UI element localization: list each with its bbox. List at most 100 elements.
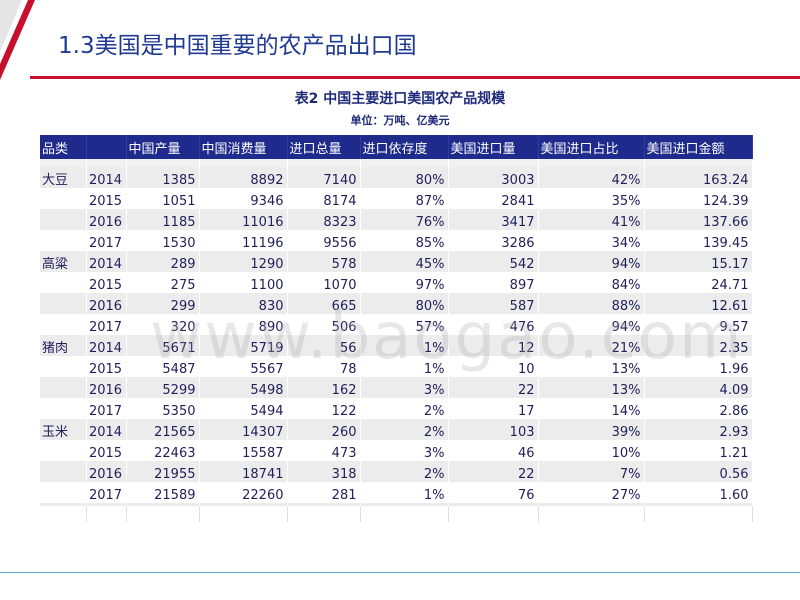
cell-category: 猪肉 (40, 335, 87, 356)
cell-import-dependency: 3% (360, 377, 449, 398)
slide-title: 1.3美国是中国重要的农产品出口国 (58, 33, 417, 59)
cell-import-dependency: 76% (360, 209, 449, 230)
cell-us-import-amount: 124.39 (644, 188, 753, 209)
cell-us-import-share: 39% (538, 419, 645, 440)
header-import-dependency: 进口依存度 (360, 135, 449, 159)
cell-category (40, 398, 87, 419)
cell-year: 2017 (86, 482, 127, 503)
cell-china-production: 21589 (126, 482, 200, 503)
cell-us-import-share: 88% (538, 293, 645, 314)
cell-import-dependency: 45% (360, 251, 449, 272)
cell-china-consumption: 5494 (199, 398, 288, 419)
cell-china-consumption: 830 (199, 293, 288, 314)
cell-china-production: 299 (126, 293, 200, 314)
cell-total-import: 78 (287, 356, 361, 377)
cell-china-consumption: 22260 (199, 482, 288, 503)
cell-china-production: 289 (126, 251, 200, 272)
cell-us-import-amount: 1.21 (644, 440, 753, 461)
table-bottom-rule (40, 503, 753, 506)
cell-china-production: 22463 (126, 440, 200, 461)
cell-year: 2014 (86, 251, 127, 272)
cell-us-import-share: 27% (538, 482, 645, 503)
cell-total-import: 122 (287, 398, 361, 419)
cell-total-import: 1070 (287, 272, 361, 293)
cell-total-import: 8174 (287, 188, 361, 209)
cell-us-import-share: 94% (538, 314, 645, 335)
cell-us-import-volume: 103 (448, 419, 539, 440)
cell-year: 2014 (86, 167, 127, 188)
cell-china-production: 21565 (126, 419, 200, 440)
cell-total-import: 578 (287, 251, 361, 272)
title-underline (30, 76, 800, 79)
cell-china-production: 1185 (126, 209, 200, 230)
cell-us-import-volume: 897 (448, 272, 539, 293)
cell-us-import-amount: 139.45 (644, 230, 753, 251)
cell-total-import: 162 (287, 377, 361, 398)
cell-year: 2014 (86, 419, 127, 440)
cell-china-production: 5350 (126, 398, 200, 419)
cell-total-import: 7140 (287, 167, 361, 188)
cell-category (40, 377, 87, 398)
cell-china-consumption: 890 (199, 314, 288, 335)
cell-total-import: 318 (287, 461, 361, 482)
table-row: 2015 22463 15587 473 3% 46 10% 1.21 (40, 440, 753, 461)
cell-category (40, 188, 87, 209)
header-year (86, 135, 127, 159)
cell-us-import-amount: 15.17 (644, 251, 753, 272)
cell-category: 高粱 (40, 251, 87, 272)
cell-us-import-share: 35% (538, 188, 645, 209)
cell-import-dependency: 85% (360, 230, 449, 251)
cell-total-import: 473 (287, 440, 361, 461)
header-us-import-volume: 美国进口量 (448, 135, 539, 159)
cell-china-production: 5487 (126, 356, 200, 377)
cell-china-consumption: 5719 (199, 335, 288, 356)
cell-year: 2014 (86, 335, 127, 356)
cell-total-import: 260 (287, 419, 361, 440)
cell-total-import: 665 (287, 293, 361, 314)
cell-china-production: 275 (126, 272, 200, 293)
cell-us-import-volume: 587 (448, 293, 539, 314)
cell-year: 2017 (86, 230, 127, 251)
cell-us-import-amount: 2.86 (644, 398, 753, 419)
cell-china-production: 5671 (126, 335, 200, 356)
header-category: 品类 (40, 135, 87, 159)
cell-year: 2017 (86, 314, 127, 335)
cell-year: 2016 (86, 293, 127, 314)
header-china-consumption: 中国消费量 (199, 135, 288, 159)
cell-us-import-volume: 542 (448, 251, 539, 272)
cell-year: 2015 (86, 188, 127, 209)
header-total-import: 进口总量 (287, 135, 361, 159)
cell-china-consumption: 1100 (199, 272, 288, 293)
cell-china-consumption: 1290 (199, 251, 288, 272)
header-us-import-amount: 美国进口金额 (644, 135, 753, 159)
cell-china-consumption: 15587 (199, 440, 288, 461)
table-row: 2015 1051 9346 8174 87% 2841 35% 124.39 (40, 188, 753, 209)
cell-us-import-share: 21% (538, 335, 645, 356)
table-caption: 表2 中国主要进口美国农产品规模 (294, 91, 506, 107)
cell-total-import: 506 (287, 314, 361, 335)
cell-us-import-amount: 137.66 (644, 209, 753, 230)
cell-year: 2016 (86, 377, 127, 398)
cell-china-consumption: 11016 (199, 209, 288, 230)
cell-import-dependency: 3% (360, 440, 449, 461)
cell-category (40, 356, 87, 377)
cell-us-import-volume: 46 (448, 440, 539, 461)
cell-us-import-volume: 476 (448, 314, 539, 335)
cell-us-import-share: 94% (538, 251, 645, 272)
cell-us-import-volume: 3003 (448, 167, 539, 188)
cell-year: 2016 (86, 209, 127, 230)
cell-import-dependency: 1% (360, 335, 449, 356)
table-row: 2016 299 830 665 80% 587 88% 12.61 (40, 293, 753, 314)
cell-china-consumption: 18741 (199, 461, 288, 482)
table-row: 猪肉 2014 5671 5719 56 1% 12 21% 2.35 (40, 335, 753, 356)
table-row: 2015 275 1100 1070 97% 897 84% 24.71 (40, 272, 753, 293)
import-table: 品类 中国产量 中国消费量 进口总量 进口依存度 美国进口量 美国进口占比 美国… (40, 135, 753, 522)
table-row: 2016 1185 11016 8323 76% 3417 41% 137.66 (40, 209, 753, 230)
cell-import-dependency: 80% (360, 293, 449, 314)
cell-year: 2017 (86, 398, 127, 419)
cell-category (40, 314, 87, 335)
cell-year: 2015 (86, 440, 127, 461)
cell-import-dependency: 2% (360, 398, 449, 419)
cell-us-import-share: 34% (538, 230, 645, 251)
table-row: 2017 320 890 506 57% 476 94% 9.57 (40, 314, 753, 335)
